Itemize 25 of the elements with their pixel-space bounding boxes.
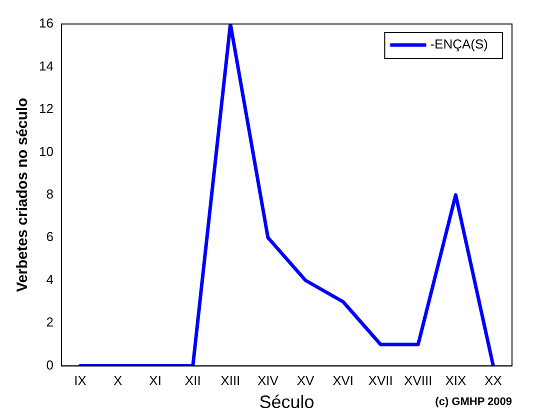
x-tick-label: XIX — [445, 373, 466, 388]
y-tick-label: 4 — [46, 272, 54, 287]
y-tick-label: 8 — [46, 186, 54, 202]
x-tick-label: XVI — [332, 373, 354, 388]
x-tick-label: XIV — [257, 373, 279, 388]
y-tick-label: 12 — [38, 101, 54, 116]
y-tick-label: 2 — [46, 314, 54, 330]
x-tick-label: X — [113, 373, 122, 388]
text: (c) GMHP 2009 — [435, 396, 512, 408]
y-axis-title: Verbetes criados no século — [14, 98, 32, 292]
y-tick-label: 16 — [38, 16, 54, 31]
x-tick-label: XV — [296, 373, 314, 388]
y-tick-label: 6 — [46, 229, 54, 244]
x-tick-label: XVIII — [404, 373, 432, 388]
x-tick-label: XII — [184, 373, 201, 388]
x-tick-label: XVII — [368, 373, 393, 388]
legend-label: -ENÇA(S) — [430, 36, 488, 52]
y-tick-label: 0 — [46, 357, 54, 372]
y-tick-label: 10 — [38, 144, 54, 159]
y-tick-label: 14 — [38, 58, 54, 74]
x-tick-label: XIII — [220, 373, 240, 388]
x-tick-label: XI — [149, 373, 162, 388]
x-tick-label: IX — [74, 373, 87, 388]
x-axis-title: Século — [259, 392, 314, 412]
x-tick-label: XX — [484, 373, 502, 388]
